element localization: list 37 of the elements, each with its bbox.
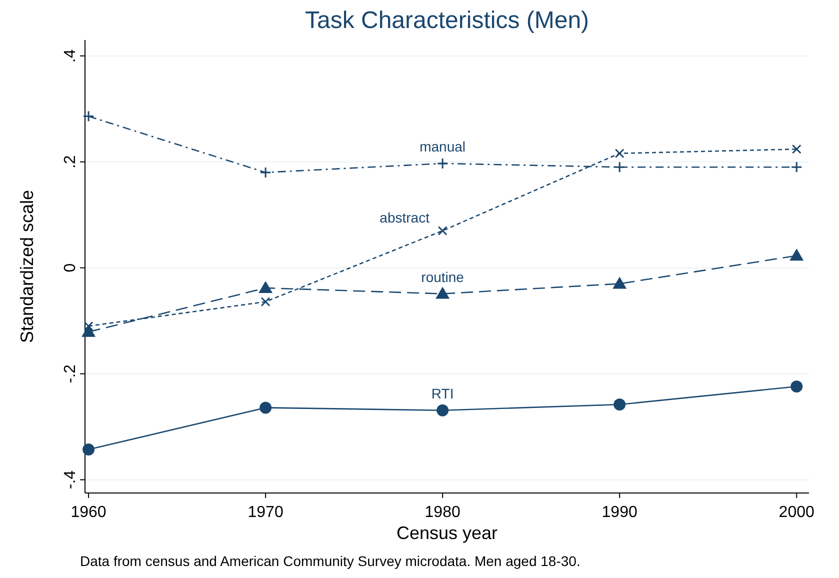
point — [82, 444, 95, 456]
chart-title: Task Characteristics (Men) — [304, 7, 590, 34]
y-tick-label: .4 — [62, 49, 79, 63]
point — [612, 276, 627, 289]
point — [790, 380, 803, 393]
point — [792, 144, 802, 154]
text: Data from census and American Community Survey microdata. Men aged 18-30. — [80, 553, 580, 569]
series-label: manual — [420, 138, 466, 154]
point — [438, 226, 448, 236]
point — [82, 110, 94, 122]
point — [790, 248, 804, 261]
point — [258, 280, 273, 293]
y-tick-label: 0 — [62, 263, 79, 272]
point — [260, 402, 272, 414]
point — [436, 286, 450, 299]
point — [260, 296, 270, 306]
x-tick-label: 2000 — [778, 504, 815, 521]
y-tick-label: .2 — [62, 155, 79, 169]
x-axis-title: Census year — [396, 523, 498, 543]
series-label: routine — [421, 268, 464, 285]
x-tick-label: 1970 — [248, 504, 284, 521]
x-tick-label: 1990 — [602, 504, 638, 521]
series-label: RTI — [431, 385, 454, 402]
point — [436, 158, 448, 170]
series-label: abstract — [380, 210, 430, 226]
point — [260, 166, 272, 178]
point — [790, 161, 802, 173]
y-tick-label: -.2 — [62, 364, 79, 384]
point — [614, 148, 624, 158]
point — [436, 404, 449, 416]
point — [614, 161, 626, 173]
y-axis-title: Standardized scale — [17, 190, 37, 344]
point — [614, 398, 626, 411]
x-tick-label: 1960 — [70, 504, 106, 521]
point — [82, 324, 96, 337]
x-tick-label: 1980 — [424, 504, 460, 521]
y-tick-label: -.4 — [62, 470, 79, 490]
